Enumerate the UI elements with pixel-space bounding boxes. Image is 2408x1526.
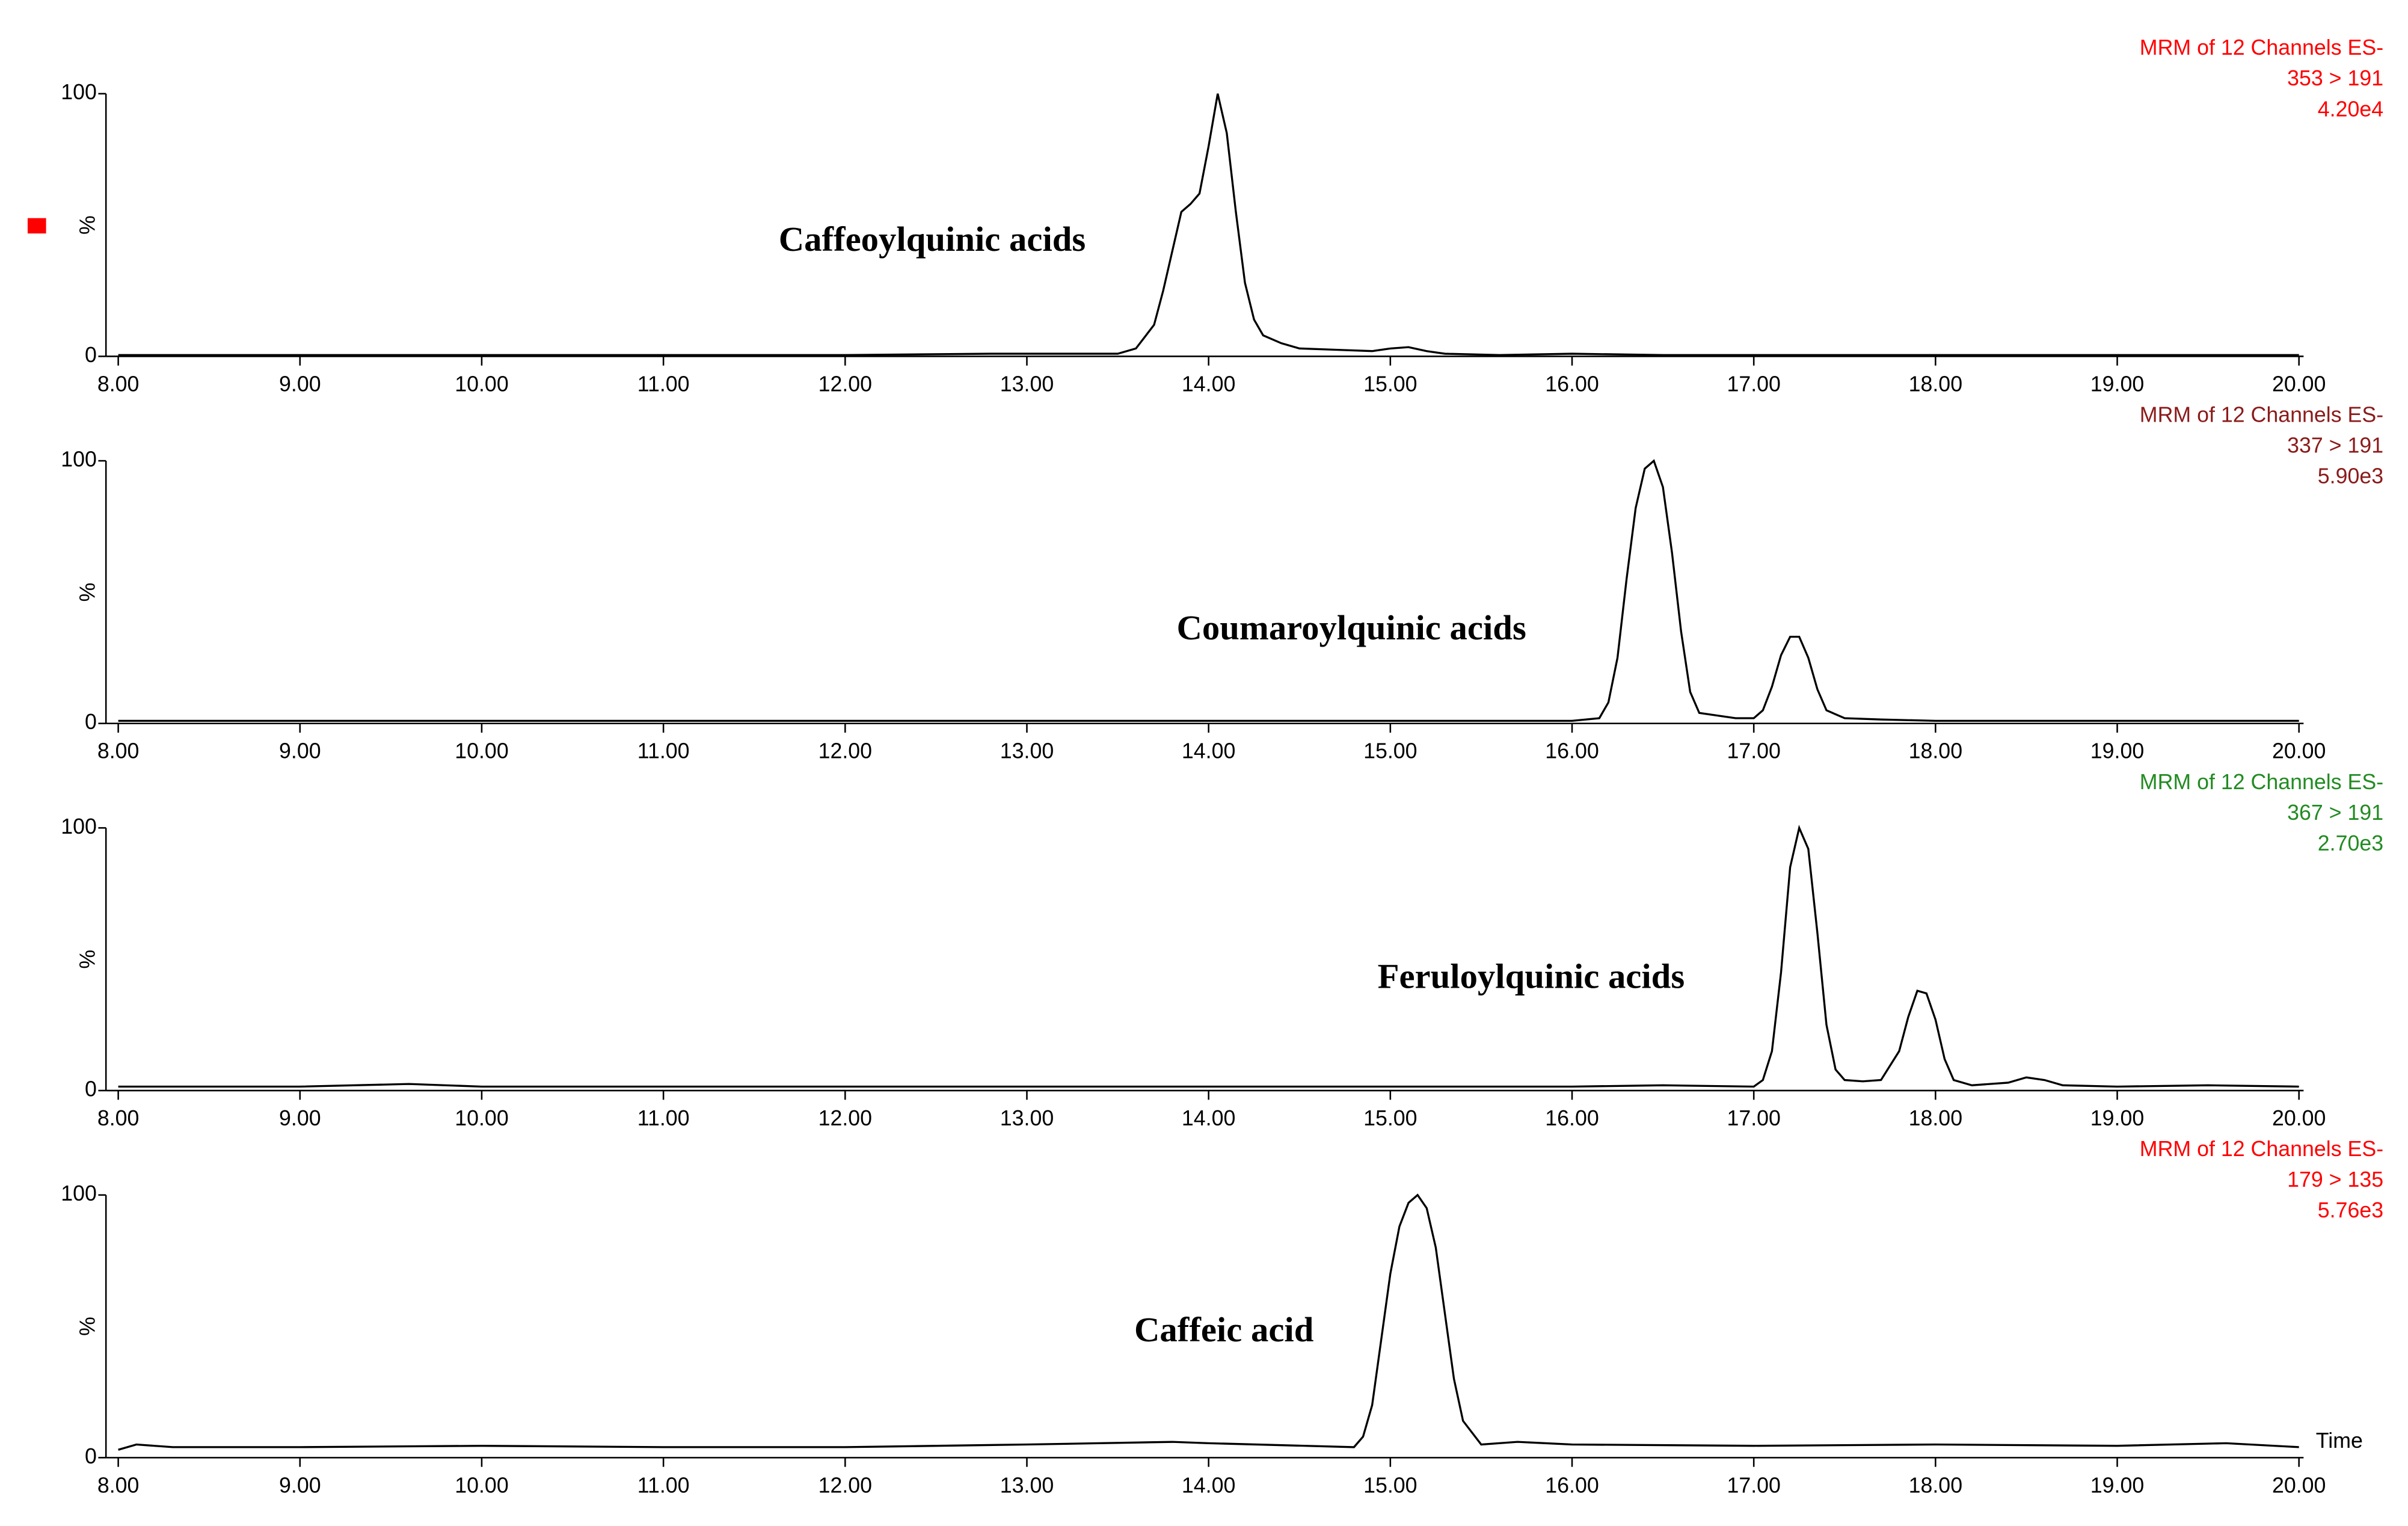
x-tick-label: 20.00 — [2272, 372, 2326, 396]
channel-header: 353 > 191 — [2287, 66, 2383, 90]
x-tick-label: 16.00 — [1545, 739, 1599, 763]
x-tick-label: 12.00 — [819, 739, 872, 763]
x-tick-label: 16.00 — [1545, 372, 1599, 396]
x-tick-label: 20.00 — [2272, 1106, 2326, 1130]
peak-annotation: Feruloylquinic acids — [1378, 957, 1685, 996]
trace — [118, 825, 2299, 1088]
channel-header: MRM of 12 Channels ES- — [2140, 35, 2383, 60]
trace — [118, 459, 2299, 722]
y-tick-label: 100 — [61, 80, 97, 104]
x-tick-label: 12.00 — [819, 1106, 872, 1130]
x-tick-label: 18.00 — [1909, 1473, 1962, 1497]
x-tick-label: 20.00 — [2272, 1473, 2326, 1497]
y-tick-label: 0 — [85, 343, 97, 367]
x-tick-label: 20.00 — [2272, 739, 2326, 763]
channel-header: MRM of 12 Channels ES- — [2140, 1137, 2383, 1161]
y-tick-label: 100 — [61, 1181, 97, 1205]
x-tick-label: 8.00 — [97, 372, 140, 396]
channel-header: 367 > 191 — [2287, 801, 2383, 825]
x-tick-label: 13.00 — [1000, 372, 1054, 396]
x-tick-label: 17.00 — [1727, 1106, 1780, 1130]
channel-header: 2.70e3 — [2318, 831, 2383, 855]
x-tick-label: 17.00 — [1727, 1473, 1780, 1497]
x-tick-label: 9.00 — [279, 1106, 321, 1130]
y-axis-label: % — [76, 1317, 100, 1336]
x-tick-label: 14.00 — [1182, 372, 1235, 396]
trace — [118, 1193, 2299, 1451]
x-tick-label: 13.00 — [1000, 1106, 1054, 1130]
x-tick-label: 11.00 — [637, 372, 690, 396]
channel-marker — [27, 218, 46, 234]
channel-header: 5.90e3 — [2318, 464, 2383, 488]
y-tick-label: 0 — [85, 1077, 97, 1101]
peak-annotation: Caffeic acid — [1134, 1310, 1313, 1349]
x-tick-label: 15.00 — [1363, 1106, 1417, 1130]
x-tick-label: 8.00 — [97, 739, 140, 763]
x-tick-label: 14.00 — [1182, 1473, 1235, 1497]
y-tick-label: 0 — [85, 710, 97, 734]
x-tick-label: 13.00 — [1000, 1473, 1054, 1497]
y-axis-label: % — [76, 215, 100, 235]
trace — [118, 93, 2299, 356]
x-tick-label: 15.00 — [1363, 1473, 1417, 1497]
x-tick-label: 16.00 — [1545, 1106, 1599, 1130]
peak-annotation: Coumaroylquinic acids — [1176, 608, 1526, 647]
x-tick-label: 12.00 — [819, 372, 872, 396]
y-tick-label: 0 — [85, 1444, 97, 1468]
channel-header: 5.76e3 — [2318, 1198, 2383, 1222]
channel-header: 337 > 191 — [2287, 434, 2383, 458]
x-tick-label: 18.00 — [1909, 739, 1962, 763]
x-tick-label: 18.00 — [1909, 1106, 1962, 1130]
x-tick-label: 16.00 — [1545, 1473, 1599, 1497]
x-tick-label: 14.00 — [1182, 739, 1235, 763]
y-tick-label: 100 — [61, 448, 97, 472]
x-tick-label: 9.00 — [279, 372, 321, 396]
x-tick-label: 19.00 — [2090, 1106, 2144, 1130]
x-tick-label: 19.00 — [2090, 1473, 2144, 1497]
x-tick-label: 19.00 — [2090, 739, 2144, 763]
x-tick-label: 11.00 — [637, 739, 690, 763]
x-tick-label: 19.00 — [2090, 372, 2144, 396]
y-axis-label: % — [76, 950, 100, 969]
x-tick-label: 10.00 — [455, 1473, 508, 1497]
y-axis-label: % — [76, 583, 100, 602]
x-tick-label: 11.00 — [637, 1473, 690, 1497]
x-tick-label: 10.00 — [455, 1106, 508, 1130]
channel-header: 179 > 135 — [2287, 1168, 2383, 1192]
x-tick-label: 9.00 — [279, 739, 321, 763]
x-tick-label: 9.00 — [279, 1473, 321, 1497]
x-tick-label: 17.00 — [1727, 739, 1780, 763]
x-tick-label: 15.00 — [1363, 372, 1417, 396]
x-tick-label: 10.00 — [455, 739, 508, 763]
x-tick-label: 8.00 — [97, 1473, 140, 1497]
x-axis-label: Time — [2316, 1429, 2363, 1453]
channel-header: MRM of 12 Channels ES- — [2140, 770, 2383, 794]
x-tick-label: 8.00 — [97, 1106, 140, 1130]
peak-annotation: Caffeoylquinic acids — [779, 220, 1086, 259]
x-tick-label: 17.00 — [1727, 372, 1780, 396]
x-tick-label: 11.00 — [637, 1106, 690, 1130]
channel-header: 4.20e4 — [2318, 97, 2383, 121]
x-tick-label: 15.00 — [1363, 739, 1417, 763]
x-tick-label: 13.00 — [1000, 739, 1054, 763]
channel-header: MRM of 12 Channels ES- — [2140, 402, 2383, 426]
x-tick-label: 14.00 — [1182, 1106, 1235, 1130]
x-tick-label: 18.00 — [1909, 372, 1962, 396]
x-tick-label: 12.00 — [819, 1473, 872, 1497]
y-tick-label: 100 — [61, 814, 97, 838]
x-tick-label: 10.00 — [455, 372, 508, 396]
